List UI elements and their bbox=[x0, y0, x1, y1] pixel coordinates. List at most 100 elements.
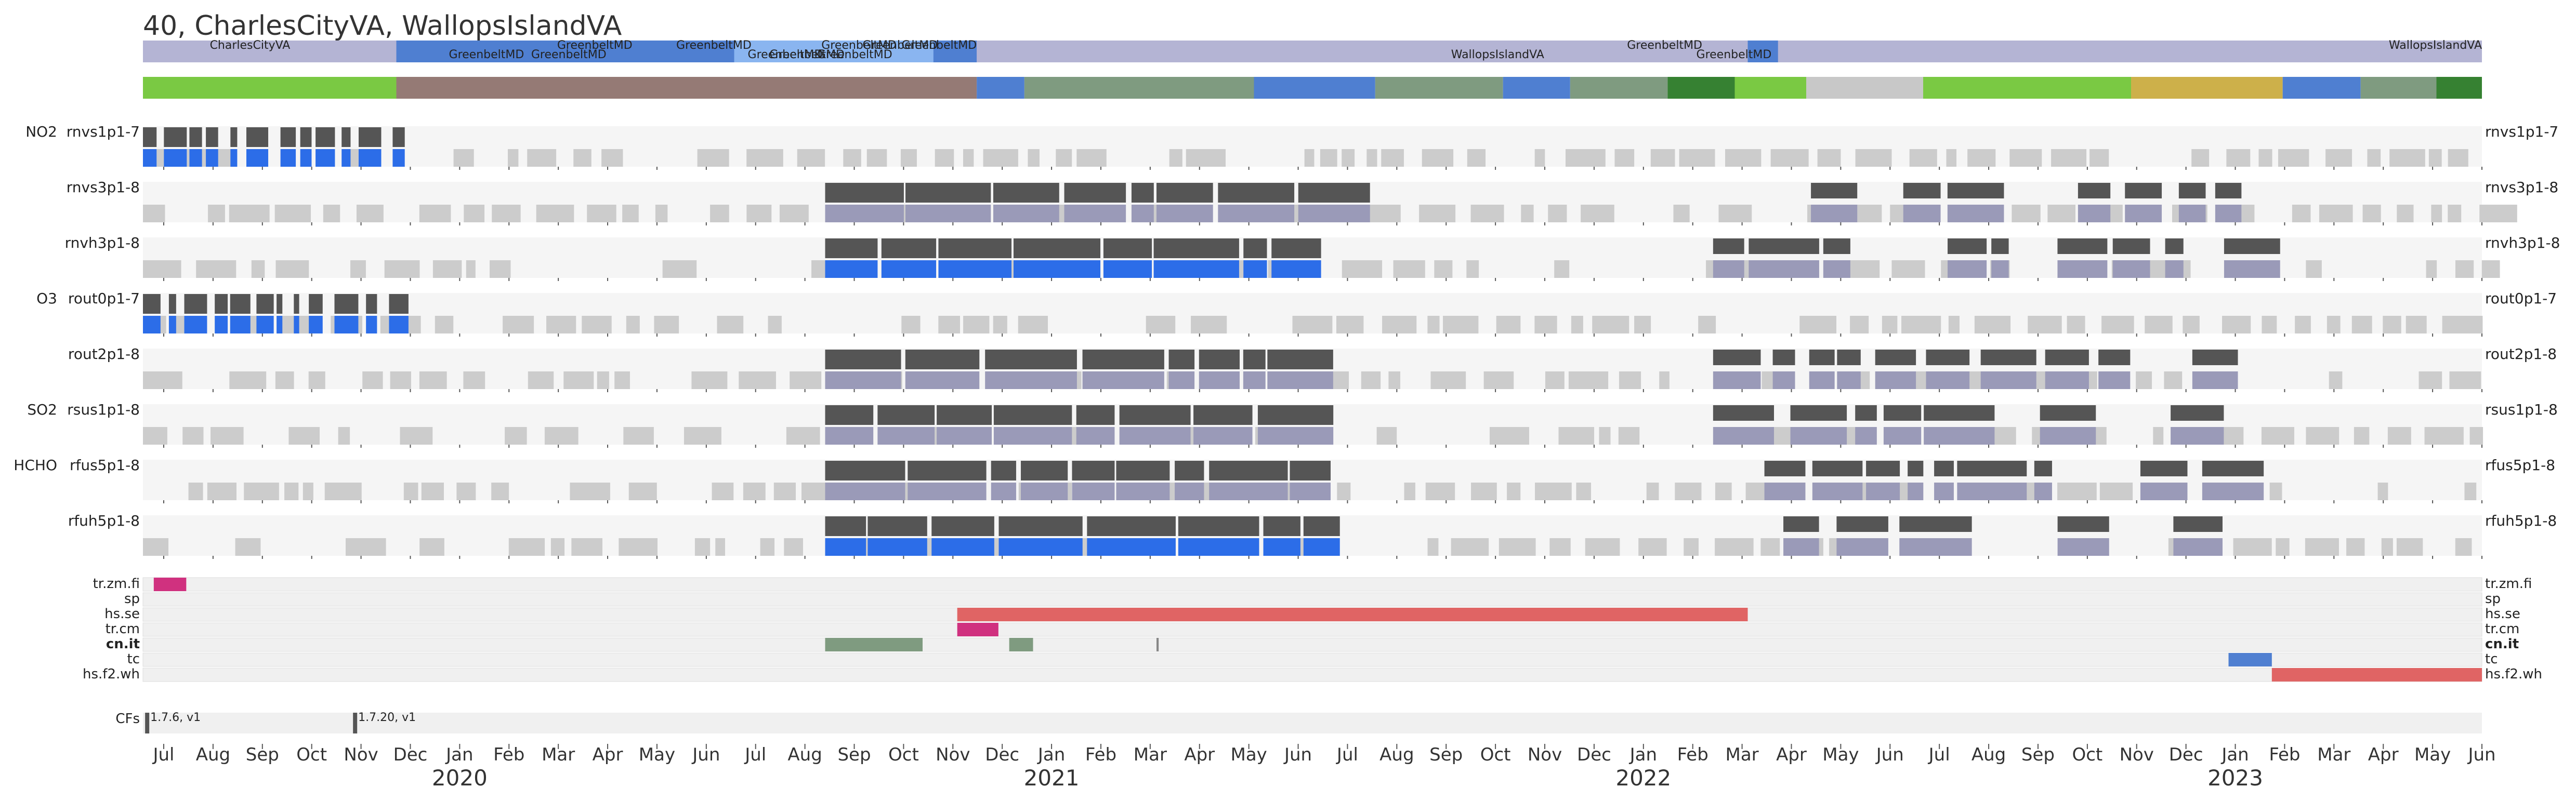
series-label-right: rnvs1p1-7 bbox=[2485, 123, 2558, 140]
month-label: Apr bbox=[2368, 744, 2399, 765]
retrieval-bar bbox=[164, 149, 187, 167]
no-data-block bbox=[2325, 149, 2352, 167]
no-data-block bbox=[1499, 538, 1536, 556]
no-data-block bbox=[1568, 371, 1609, 389]
measurement-bar bbox=[1934, 461, 1954, 476]
month-label: Feb bbox=[493, 744, 524, 765]
month-label: Nov bbox=[2120, 744, 2154, 765]
no-data-block bbox=[614, 371, 630, 389]
no-data-block bbox=[2354, 427, 2370, 445]
measurement-bar bbox=[1948, 238, 1987, 254]
no-data-block bbox=[2009, 149, 2042, 167]
measurement-bar bbox=[1903, 183, 1941, 198]
no-data-block bbox=[628, 483, 657, 500]
no-data-block bbox=[1698, 316, 1716, 333]
no-data-block bbox=[570, 483, 610, 500]
retrieval-bar bbox=[143, 316, 161, 333]
measurement-bar bbox=[1178, 516, 1259, 536]
month-label: Mar bbox=[1134, 744, 1167, 765]
no-data-block bbox=[143, 260, 181, 278]
no-data-block bbox=[453, 149, 474, 167]
measurement-bar bbox=[825, 183, 904, 203]
no-data-block bbox=[993, 316, 1007, 333]
retrieval-bar bbox=[358, 149, 382, 167]
no-data-block bbox=[1361, 371, 1381, 389]
measurement-bar bbox=[300, 127, 312, 147]
mode-segment bbox=[1667, 77, 1735, 99]
mode-segment bbox=[977, 77, 1024, 99]
retrieval-bar bbox=[991, 483, 1016, 500]
retrieval-bar bbox=[184, 316, 207, 333]
month-label: May bbox=[1231, 744, 1267, 765]
measurement-bar bbox=[2202, 461, 2264, 476]
retrieval-bar bbox=[1809, 371, 1835, 389]
retrieval-bar bbox=[868, 538, 927, 556]
no-data-block bbox=[573, 149, 592, 167]
no-data-block bbox=[2464, 483, 2477, 500]
no-data-block bbox=[1855, 149, 1892, 167]
no-data-block bbox=[2419, 371, 2442, 389]
mode-segment bbox=[143, 77, 397, 99]
retrieval-bar bbox=[300, 149, 312, 167]
flag-label-right: sp bbox=[2485, 591, 2501, 607]
no-data-block bbox=[235, 538, 261, 556]
no-data-block bbox=[188, 483, 203, 500]
no-data-block bbox=[2164, 371, 2183, 389]
location-label: GreenbeltMD bbox=[901, 39, 977, 52]
no-data-block bbox=[275, 260, 309, 278]
retrieval-bar bbox=[1103, 260, 1152, 278]
no-data-block bbox=[2047, 205, 2075, 222]
no-data-block bbox=[1018, 316, 1048, 333]
month-label: Feb bbox=[1085, 744, 1116, 765]
measurement-bar bbox=[2165, 238, 2184, 254]
measurement-bar bbox=[1837, 350, 1861, 365]
no-data-block bbox=[464, 205, 485, 222]
retrieval-bar bbox=[1119, 427, 1191, 445]
location-label: GreenbeltMD bbox=[821, 39, 897, 52]
measurement-bar bbox=[985, 350, 1077, 369]
month-label: Jan bbox=[1629, 744, 1657, 765]
month-label: Jan bbox=[1037, 744, 1065, 765]
measurement-bar bbox=[2098, 350, 2131, 365]
no-data-block bbox=[1974, 316, 2011, 333]
no-data-block bbox=[2101, 316, 2134, 333]
no-data-block bbox=[1451, 538, 1489, 556]
no-data-block bbox=[1337, 483, 1351, 500]
no-data-block bbox=[2145, 316, 2173, 333]
no-data-block bbox=[323, 205, 340, 222]
no-data-block bbox=[2346, 538, 2365, 556]
location-segment bbox=[1778, 41, 2482, 62]
retrieval-bar bbox=[1812, 483, 1863, 500]
retrieval-bar bbox=[168, 316, 176, 333]
flag-row bbox=[142, 637, 2482, 652]
no-data-block bbox=[1850, 316, 1869, 333]
measurement-bar bbox=[2224, 238, 2280, 254]
no-data-block bbox=[1381, 149, 1404, 167]
retrieval-bar bbox=[1243, 371, 1266, 389]
retrieval-bar bbox=[341, 149, 351, 167]
no-data-block bbox=[2292, 205, 2311, 222]
measurement-bar bbox=[1243, 238, 1267, 258]
no-data-block bbox=[587, 205, 616, 222]
no-data-block bbox=[1483, 371, 1514, 389]
no-data-block bbox=[2424, 427, 2464, 445]
no-data-block bbox=[2351, 316, 2372, 333]
location-label: CharlesCityVA bbox=[210, 39, 291, 52]
retrieval-bar bbox=[825, 371, 901, 389]
retrieval-bar bbox=[1076, 427, 1115, 445]
retrieval-bar bbox=[1957, 483, 2027, 500]
no-data-block bbox=[697, 149, 729, 167]
no-data-block bbox=[2226, 149, 2251, 167]
measurement-bar bbox=[908, 461, 987, 480]
no-data-block bbox=[597, 371, 609, 389]
retrieval-bar bbox=[1875, 371, 1916, 389]
location-label: GreenbeltMD bbox=[817, 48, 892, 61]
flag-span bbox=[957, 623, 998, 636]
measurement-bar bbox=[931, 516, 994, 536]
location-label: GreenbeltMD bbox=[531, 48, 607, 61]
measurement-bar bbox=[1957, 461, 2027, 476]
no-data-block bbox=[2153, 427, 2164, 445]
measurement-bar bbox=[1175, 461, 1204, 480]
month-label: Apr bbox=[593, 744, 623, 765]
retrieval-bar bbox=[215, 316, 228, 333]
